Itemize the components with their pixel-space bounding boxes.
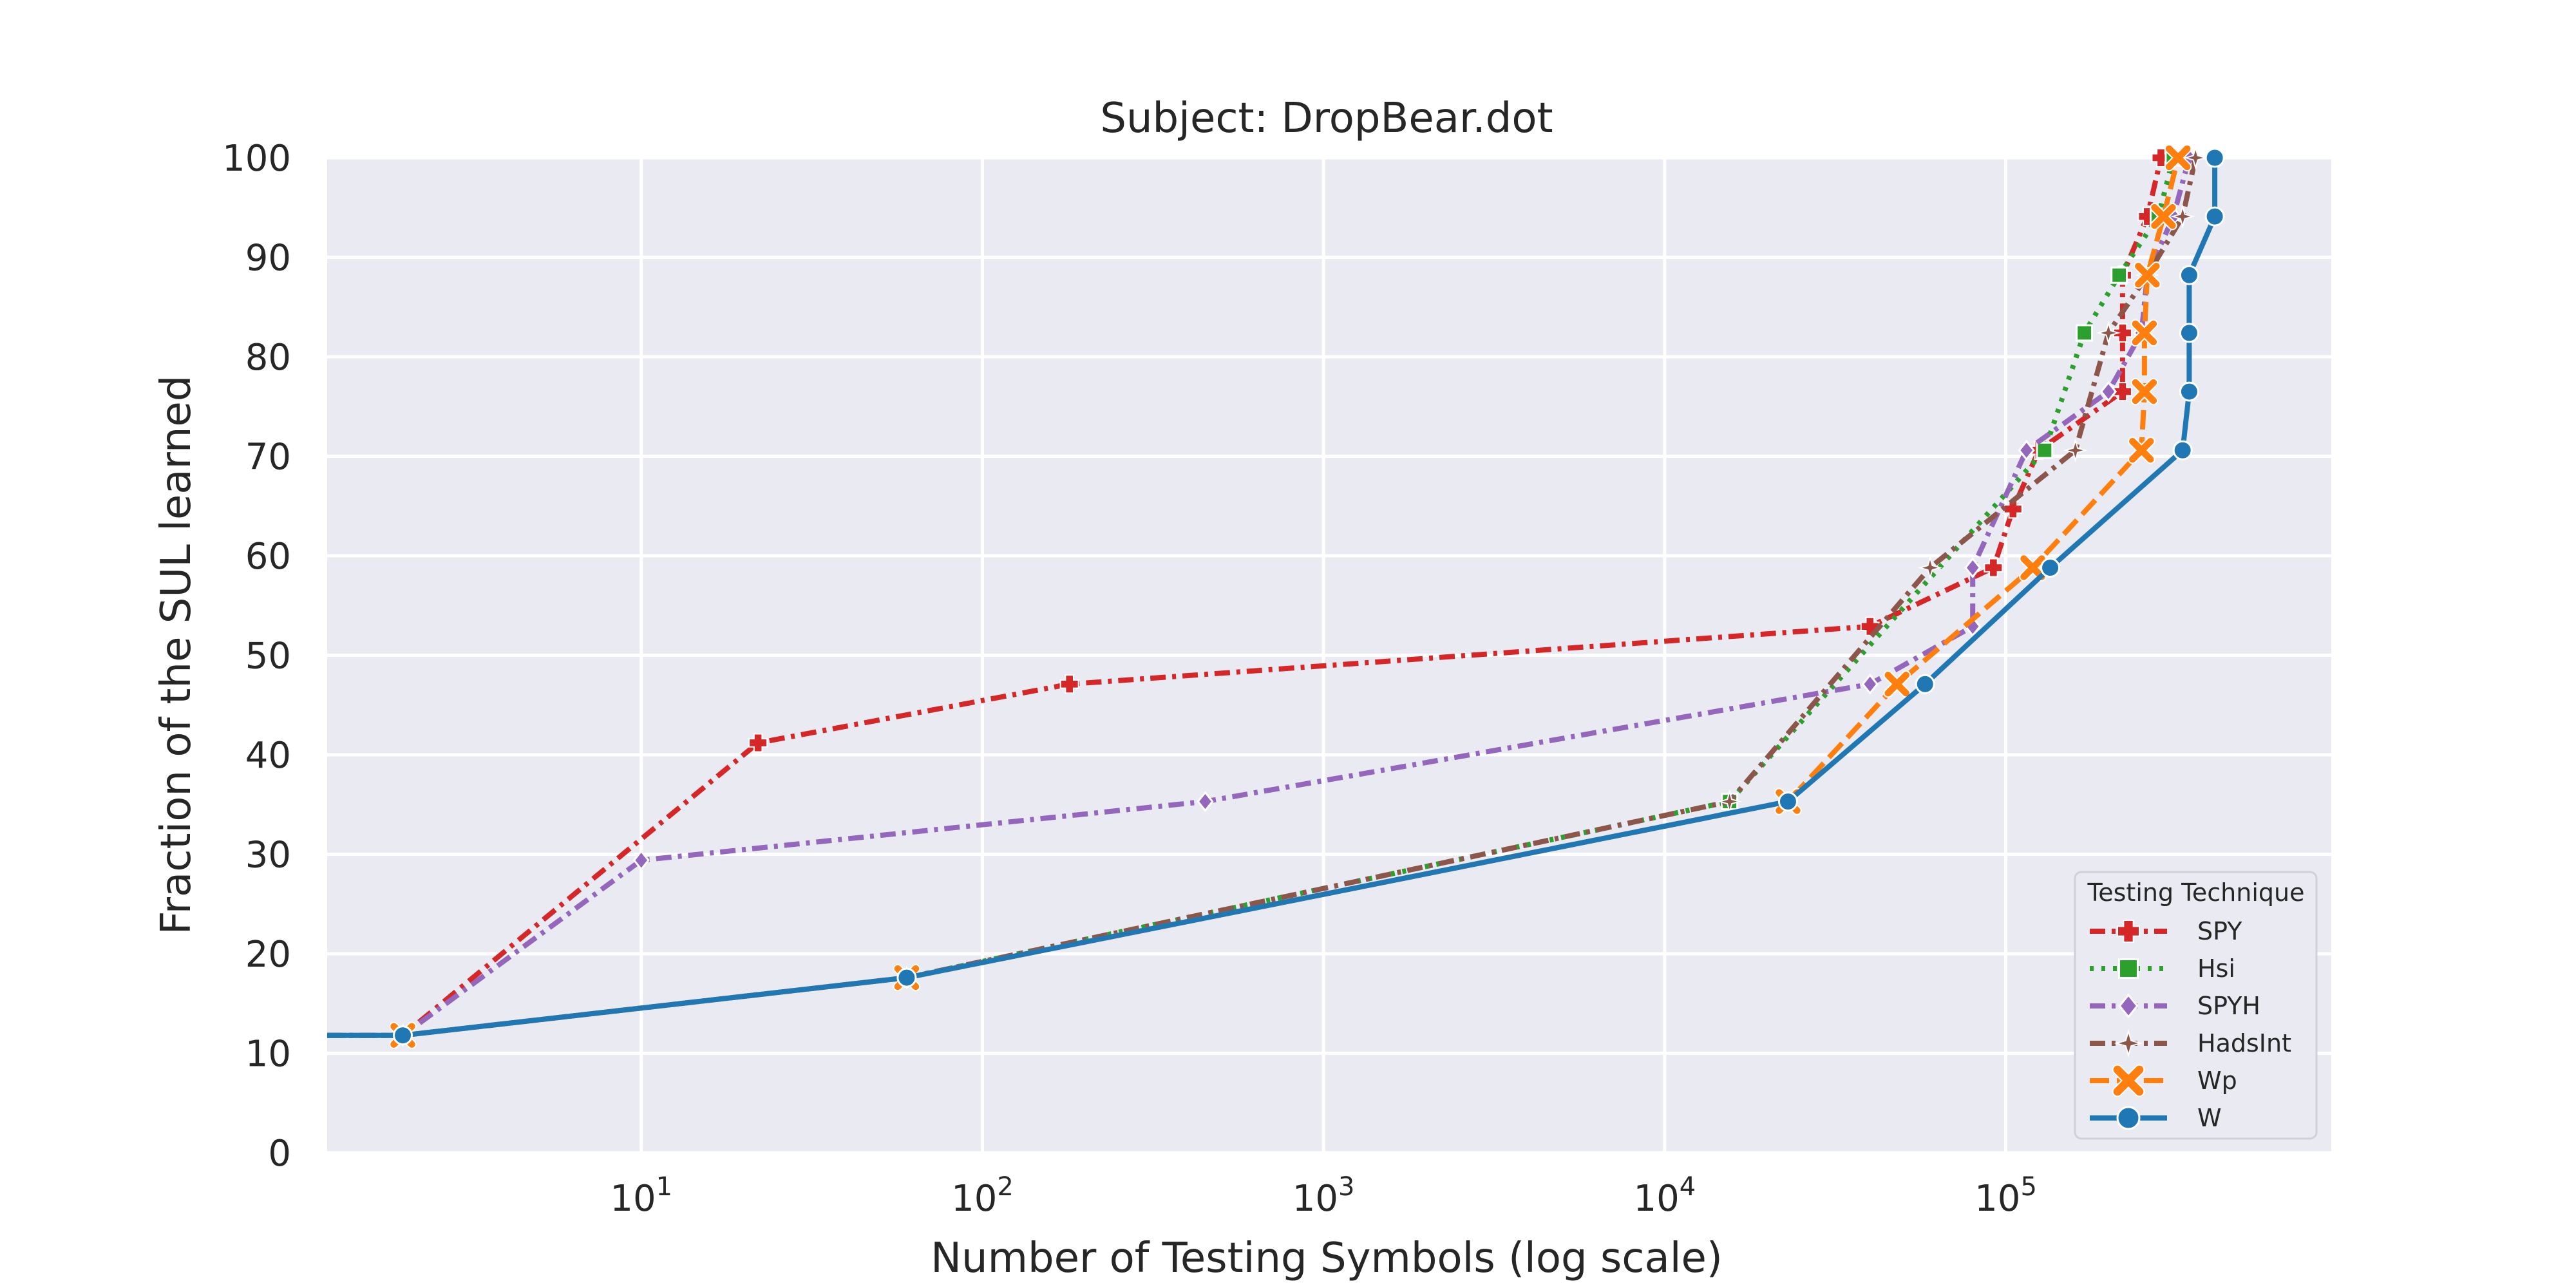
data-point (2183, 146, 2208, 170)
y-tick-label: 50 (245, 636, 291, 677)
data-point (2019, 554, 2047, 582)
data-point (1883, 670, 1911, 698)
data-point (2179, 381, 2199, 402)
data-point (1197, 791, 1214, 813)
data-point (2096, 320, 2121, 345)
data-point (2150, 202, 2177, 231)
data-point (2130, 319, 2159, 347)
x-tick-label: 105 (1975, 1172, 2037, 1220)
y-axis-label: Fraction of the SUL learned (153, 375, 200, 935)
data-point (2130, 377, 2159, 406)
y-tick-label: 0 (268, 1133, 291, 1175)
y-tick-labels: 0 10 20 30 40 50 60 70 80 90 100 (222, 138, 291, 1175)
data-point (748, 733, 768, 753)
legend-marker (2118, 993, 2139, 1019)
data-point (393, 1025, 413, 1046)
data-point (2128, 436, 2155, 464)
data-point (1777, 791, 1798, 812)
legend-label: SPYH (2197, 992, 2260, 1020)
y-tick-label: 20 (245, 934, 291, 976)
legend-marker (2116, 1106, 2141, 1130)
legend-label: SPY (2197, 917, 2242, 945)
data-point (896, 967, 917, 988)
data-point (632, 849, 650, 871)
data-point (2112, 323, 2132, 343)
legend-item-wp: Wp (2090, 1064, 2237, 1097)
x-tick-label: 101 (610, 1172, 672, 1220)
data-point (2164, 144, 2192, 172)
legend-item-spyh: SPYH (2090, 992, 2260, 1020)
legend-label: W (2197, 1104, 2222, 1132)
data-point (2204, 206, 2225, 227)
data-point (2179, 265, 2199, 285)
data-point (2063, 438, 2088, 463)
y-tick-label: 100 (222, 138, 291, 180)
grid-lines (327, 156, 2331, 1155)
data-point (2018, 439, 2035, 461)
data-point (2036, 441, 2054, 459)
y-tick-label: 30 (245, 835, 291, 876)
data-point (2110, 266, 2128, 284)
data-point (2172, 440, 2193, 460)
data-point (2134, 261, 2161, 289)
x-tick-label: 102 (951, 1172, 1014, 1220)
legend-marker (2118, 958, 2139, 979)
legend-marker (2117, 920, 2140, 943)
y-tick-label: 90 (245, 238, 291, 279)
data-point (1984, 558, 2003, 578)
series-w (327, 147, 2225, 1046)
legend-marker (2112, 1064, 2145, 1097)
legend-item-spy: SPY (2090, 917, 2242, 945)
legend-item-hadsint: HadsInt (2090, 1028, 2291, 1058)
y-tick-label: 70 (245, 437, 291, 478)
data-point (1918, 555, 1943, 580)
legend-box (2074, 871, 2318, 1140)
legend-item-w: W (2090, 1104, 2222, 1132)
data-point (2179, 323, 2199, 343)
data-point (2040, 558, 2061, 578)
x-axis-label: Number of Testing Symbols (log scale) (931, 1235, 1723, 1282)
data-point (1964, 557, 1982, 578)
data-point (2204, 147, 2225, 168)
legend-label: HadsInt (2197, 1029, 2291, 1057)
legend-item-hsi: Hsi (2090, 954, 2235, 983)
data-point (2076, 324, 2094, 342)
legend: Testing Technique SPY Hsi SPYH HadsInt Wp W (2074, 871, 2318, 1140)
x-tick-labels: 101 102 103 104 105 (610, 1172, 2037, 1220)
data-point (1915, 674, 1935, 694)
data-point (2099, 381, 2117, 402)
x-tick-label: 104 (1633, 1172, 1696, 1220)
chart-title: Subject: DropBear.dot (1100, 95, 1553, 142)
data-point (1059, 674, 1079, 694)
y-tick-label: 40 (245, 735, 291, 777)
y-tick-label: 10 (245, 1034, 291, 1075)
legend-title: Testing Technique (2087, 878, 2304, 907)
series-layer (327, 144, 2225, 1049)
series-line (327, 158, 2218, 1038)
data-point (2170, 204, 2195, 229)
data-point (1861, 673, 1879, 695)
y-tick-label: 80 (245, 337, 291, 379)
legend-marker (2114, 1028, 2143, 1058)
legend-items: SPY Hsi SPYH HadsInt Wp W (2090, 917, 2291, 1132)
x-tick-label: 103 (1293, 1172, 1355, 1220)
legend-label: Wp (2197, 1066, 2237, 1095)
legend-label: Hsi (2197, 954, 2235, 983)
y-tick-label: 60 (245, 536, 291, 578)
